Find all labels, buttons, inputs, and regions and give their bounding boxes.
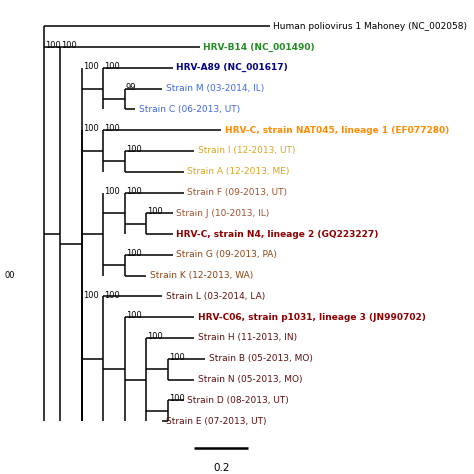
Text: 100: 100 bbox=[83, 62, 99, 71]
Text: 100: 100 bbox=[104, 62, 120, 71]
Text: HRV-B14 (NC_001490): HRV-B14 (NC_001490) bbox=[203, 43, 315, 52]
Text: 100: 100 bbox=[46, 41, 61, 50]
Text: Strain H (11-2013, IN): Strain H (11-2013, IN) bbox=[198, 333, 297, 342]
Text: 100: 100 bbox=[169, 353, 184, 362]
Text: Strain M (03-2014, IL): Strain M (03-2014, IL) bbox=[166, 84, 264, 93]
Text: 100: 100 bbox=[104, 124, 120, 133]
Text: Strain G (09-2013, PA): Strain G (09-2013, PA) bbox=[176, 250, 277, 259]
Text: Strain N (05-2013, MO): Strain N (05-2013, MO) bbox=[198, 375, 302, 384]
Text: 100: 100 bbox=[147, 208, 163, 217]
Text: Strain J (10-2013, IL): Strain J (10-2013, IL) bbox=[176, 209, 270, 218]
Text: Strain I (12-2013, UT): Strain I (12-2013, UT) bbox=[198, 146, 295, 155]
Text: 100: 100 bbox=[83, 291, 99, 300]
Text: HRV-C, strain NAT045, lineage 1 (EF077280): HRV-C, strain NAT045, lineage 1 (EF07728… bbox=[225, 126, 449, 135]
Text: 100: 100 bbox=[62, 41, 77, 50]
Text: 100: 100 bbox=[104, 187, 120, 196]
Text: HRV-C06, strain p1031, lineage 3 (JN990702): HRV-C06, strain p1031, lineage 3 (JN9907… bbox=[198, 313, 426, 322]
Text: HRV-A89 (NC_001617): HRV-A89 (NC_001617) bbox=[176, 64, 288, 73]
Text: Strain E (07-2013, UT): Strain E (07-2013, UT) bbox=[166, 417, 266, 426]
Text: Strain F (09-2013, UT): Strain F (09-2013, UT) bbox=[187, 188, 287, 197]
Text: 100: 100 bbox=[104, 291, 120, 300]
Text: Strain D (08-2013, UT): Strain D (08-2013, UT) bbox=[187, 396, 289, 405]
Text: 100: 100 bbox=[126, 311, 142, 320]
Text: Strain B (05-2013, MO): Strain B (05-2013, MO) bbox=[209, 354, 312, 363]
Text: HRV-C, strain N4, lineage 2 (GQ223227): HRV-C, strain N4, lineage 2 (GQ223227) bbox=[176, 229, 379, 238]
Text: 100: 100 bbox=[126, 249, 142, 258]
Text: 100: 100 bbox=[169, 394, 184, 403]
Text: 100: 100 bbox=[126, 145, 142, 154]
Text: Human poliovirus 1 Mahoney (NC_002058): Human poliovirus 1 Mahoney (NC_002058) bbox=[273, 22, 467, 31]
Text: Strain A (12-2013, ME): Strain A (12-2013, ME) bbox=[187, 167, 290, 176]
Text: Strain L (03-2014, LA): Strain L (03-2014, LA) bbox=[166, 292, 265, 301]
Text: Strain K (12-2013, WA): Strain K (12-2013, WA) bbox=[150, 271, 253, 280]
Text: 0.2: 0.2 bbox=[213, 463, 229, 473]
Text: 00: 00 bbox=[4, 271, 15, 280]
Text: 99: 99 bbox=[126, 83, 137, 92]
Text: 100: 100 bbox=[83, 124, 99, 133]
Text: Strain C (06-2013, UT): Strain C (06-2013, UT) bbox=[139, 105, 240, 114]
Text: 100: 100 bbox=[147, 332, 163, 341]
Text: 100: 100 bbox=[126, 187, 142, 196]
